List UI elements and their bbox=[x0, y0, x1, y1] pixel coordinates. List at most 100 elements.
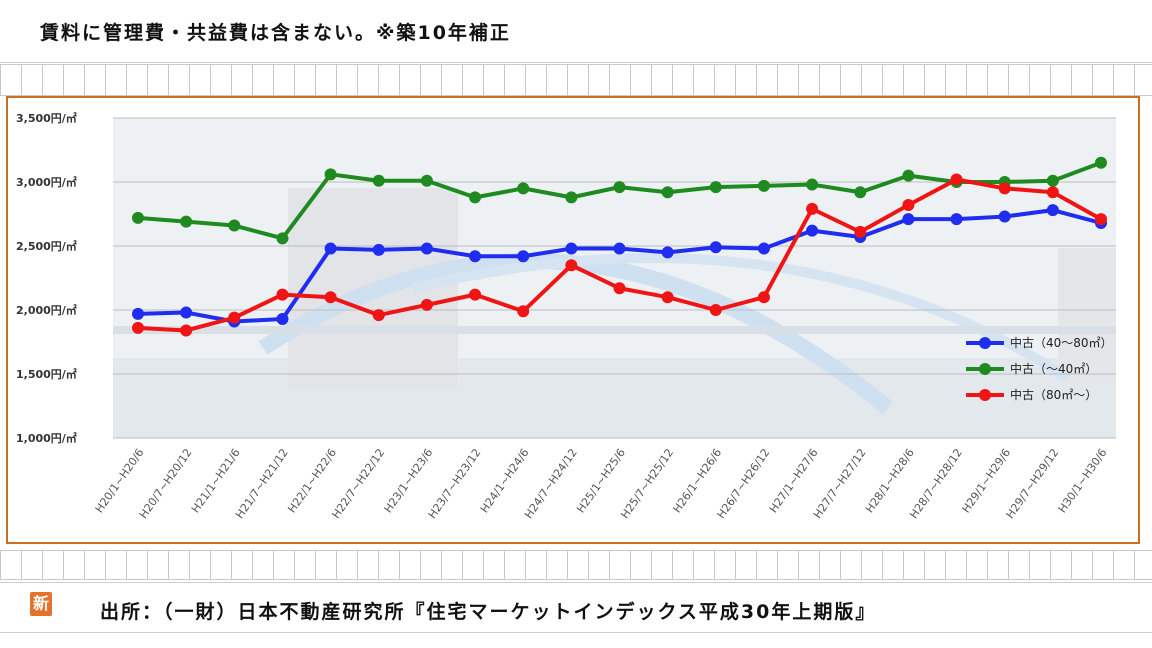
x-tick-label: H21/7~H21/12 bbox=[233, 446, 291, 521]
data-point bbox=[998, 182, 1011, 195]
x-tick-label: H20/7~H20/12 bbox=[137, 446, 195, 521]
data-point bbox=[613, 242, 626, 255]
data-point bbox=[806, 178, 819, 191]
x-tick-label: H28/1~H28/6 bbox=[863, 446, 917, 515]
y-tick-label: 2,000円/㎡ bbox=[16, 303, 77, 317]
y-tick-label: 1,500円/㎡ bbox=[16, 367, 77, 381]
legend-swatch-marker bbox=[979, 363, 991, 375]
data-point bbox=[757, 242, 770, 255]
data-point bbox=[709, 181, 722, 194]
y-tick-label: 3,500円/㎡ bbox=[16, 111, 77, 125]
data-point bbox=[565, 259, 578, 272]
header-note: 賃料に管理費・共益費は含まない。※築10年補正 bbox=[40, 22, 511, 44]
data-point bbox=[420, 242, 433, 255]
data-point bbox=[565, 242, 578, 255]
data-point bbox=[469, 191, 482, 204]
data-point bbox=[180, 324, 193, 337]
chart-frame: 1,000円/㎡ 1,500円/㎡ 2,000円/㎡ 2,500円/㎡ 3,000円/㎡… bbox=[6, 96, 1140, 616]
data-point bbox=[324, 168, 337, 181]
x-tick-label: H29/1~H29/6 bbox=[959, 446, 1013, 515]
data-point bbox=[469, 250, 482, 263]
source-note: 出所：（一財）日本不動産研究所『住宅マーケットインデックス平成30年上期版』 bbox=[100, 601, 877, 623]
legend-swatch-marker bbox=[979, 389, 991, 401]
plot-water-band bbox=[113, 358, 1116, 438]
data-point bbox=[276, 232, 289, 245]
x-tick-label: H27/1~H27/6 bbox=[767, 446, 821, 515]
data-point bbox=[372, 309, 385, 322]
data-point bbox=[372, 174, 385, 187]
x-tick-label: H25/1~H25/6 bbox=[574, 446, 628, 515]
data-point bbox=[517, 250, 530, 263]
x-tick-label: H23/7~H23/12 bbox=[426, 446, 484, 521]
data-point bbox=[1046, 204, 1059, 217]
data-point bbox=[324, 242, 337, 255]
data-point bbox=[132, 307, 144, 320]
data-point bbox=[276, 312, 289, 325]
data-point bbox=[709, 304, 722, 316]
divider bbox=[0, 62, 1152, 63]
data-point bbox=[661, 291, 674, 304]
data-point bbox=[565, 191, 578, 204]
x-tick-label: H26/1~H26/6 bbox=[670, 446, 724, 515]
data-point bbox=[902, 213, 915, 226]
data-point bbox=[950, 213, 963, 226]
data-point bbox=[1095, 213, 1107, 226]
plot-building-shape bbox=[1058, 248, 1116, 378]
data-point bbox=[661, 186, 674, 199]
x-tick-label: H21/1~H21/6 bbox=[189, 446, 243, 515]
legend-label: 中古（80㎡～） bbox=[1010, 387, 1097, 402]
x-tick-label: H22/7~H22/12 bbox=[329, 446, 387, 521]
x-tick-label: H24/1~H24/6 bbox=[478, 446, 532, 515]
x-tick-label: H20/1~H20/6 bbox=[93, 446, 147, 515]
data-point bbox=[902, 169, 915, 182]
data-point bbox=[661, 246, 674, 259]
data-point bbox=[517, 305, 530, 318]
data-point bbox=[613, 282, 626, 295]
data-point bbox=[180, 215, 193, 228]
data-point bbox=[132, 211, 144, 224]
data-point bbox=[276, 288, 289, 301]
data-point bbox=[1095, 156, 1107, 169]
data-point bbox=[372, 243, 385, 256]
data-point bbox=[613, 181, 626, 194]
data-point bbox=[902, 199, 915, 212]
line-chart: 1,000円/㎡ 1,500円/㎡ 2,000円/㎡ 2,500円/㎡ 3,000円/㎡… bbox=[16, 111, 1116, 521]
y-tick-label: 2,500円/㎡ bbox=[16, 239, 77, 253]
data-point bbox=[132, 321, 144, 334]
data-point bbox=[517, 182, 530, 195]
data-point bbox=[806, 224, 819, 237]
x-tick-label: H22/1~H22/6 bbox=[285, 446, 339, 515]
data-point bbox=[1046, 186, 1059, 199]
data-point bbox=[806, 202, 819, 215]
data-point bbox=[998, 210, 1011, 223]
data-point bbox=[180, 306, 193, 319]
data-point bbox=[469, 288, 482, 301]
data-point bbox=[420, 298, 433, 311]
y-tick-label: 3,000円/㎡ bbox=[16, 175, 77, 189]
legend-swatch-marker bbox=[979, 337, 991, 349]
logo-badge: 新 bbox=[30, 592, 52, 616]
grid-strip-top bbox=[0, 64, 1152, 96]
data-point bbox=[324, 291, 337, 304]
data-point bbox=[1046, 174, 1059, 187]
data-point bbox=[950, 173, 963, 186]
data-point bbox=[228, 311, 241, 324]
plot-bridge-deck bbox=[113, 326, 1116, 334]
data-point bbox=[420, 174, 433, 187]
x-tick-label: H24/7~H24/12 bbox=[522, 446, 580, 521]
divider bbox=[0, 632, 1152, 633]
x-tick-label: H26/7~H26/12 bbox=[715, 446, 773, 521]
x-tick-label: H28/7~H28/12 bbox=[907, 446, 965, 521]
data-point bbox=[228, 219, 241, 232]
data-point bbox=[709, 241, 722, 254]
x-tick-label: H29/7~H29/12 bbox=[1004, 446, 1062, 521]
x-tick-label: H30/1~H30/6 bbox=[1056, 446, 1110, 515]
x-tick-label: H27/7~H27/12 bbox=[811, 446, 869, 521]
data-point bbox=[757, 291, 770, 304]
data-point bbox=[854, 225, 867, 238]
y-tick-label: 1,000円/㎡ bbox=[16, 431, 77, 445]
legend-label: 中古（～40㎡） bbox=[1010, 361, 1097, 376]
divider bbox=[0, 582, 1152, 583]
data-point bbox=[757, 179, 770, 192]
x-tick-label: H23/1~H23/6 bbox=[382, 446, 436, 515]
